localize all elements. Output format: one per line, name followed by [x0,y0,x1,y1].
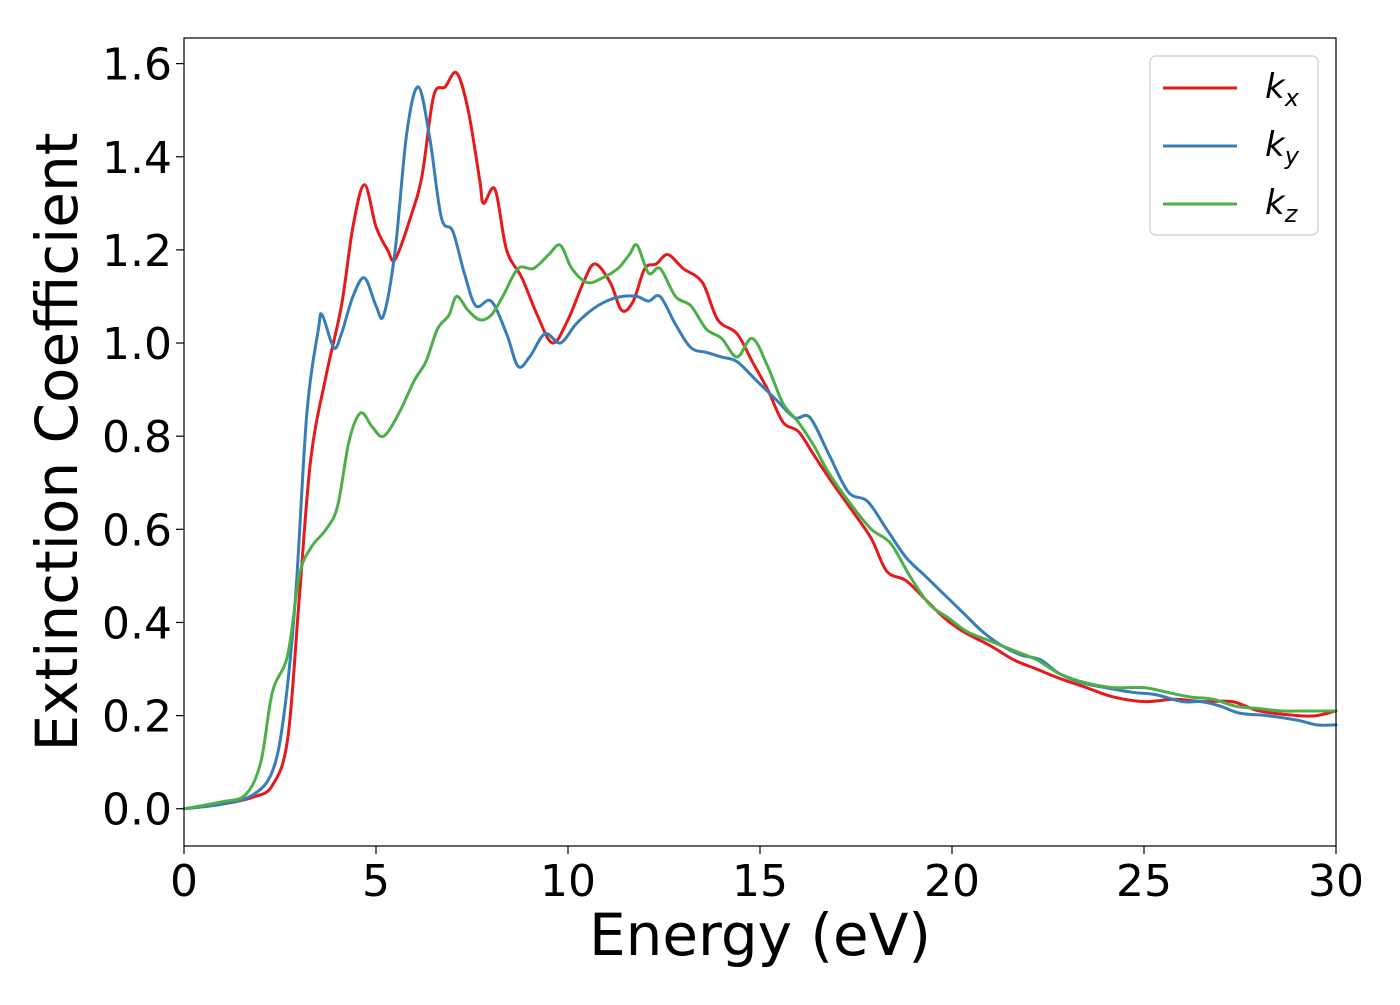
x-tick-label: 10 [540,856,596,907]
y-tick-label: 1.2 [102,226,172,277]
plot-lines [182,70,1338,811]
y-axis-ticks: 0.0 0.2 0.4 0.6 0.8 1.0 1.2 1.4 1.6 [102,40,184,836]
y-tick-label: 0.6 [102,505,172,556]
y-axis-label: Extinction Coefficient [23,133,91,752]
y-tick-label: 0.4 [102,598,172,649]
x-tick-label: 15 [732,856,788,907]
y-tick-label: 1.6 [102,40,172,91]
x-axis-ticks: 0 5 10 15 20 25 30 [170,846,1364,907]
y-tick-label: 0.2 [102,692,172,743]
x-tick-label: 20 [924,856,980,907]
x-tick-label: 0 [170,856,198,907]
series-line-x [182,70,1338,811]
y-tick-label: 1.4 [102,133,172,184]
series-line-z [182,243,1338,811]
y-tick-label: 0.0 [102,785,172,836]
x-tick-label: 5 [362,856,390,907]
y-tick-label: 0.8 [102,412,172,463]
x-tick-label: 30 [1308,856,1364,907]
y-tick-label: 1.0 [102,319,172,370]
x-tick-label: 25 [1116,856,1172,907]
x-axis-label: Energy (eV) [589,901,931,969]
